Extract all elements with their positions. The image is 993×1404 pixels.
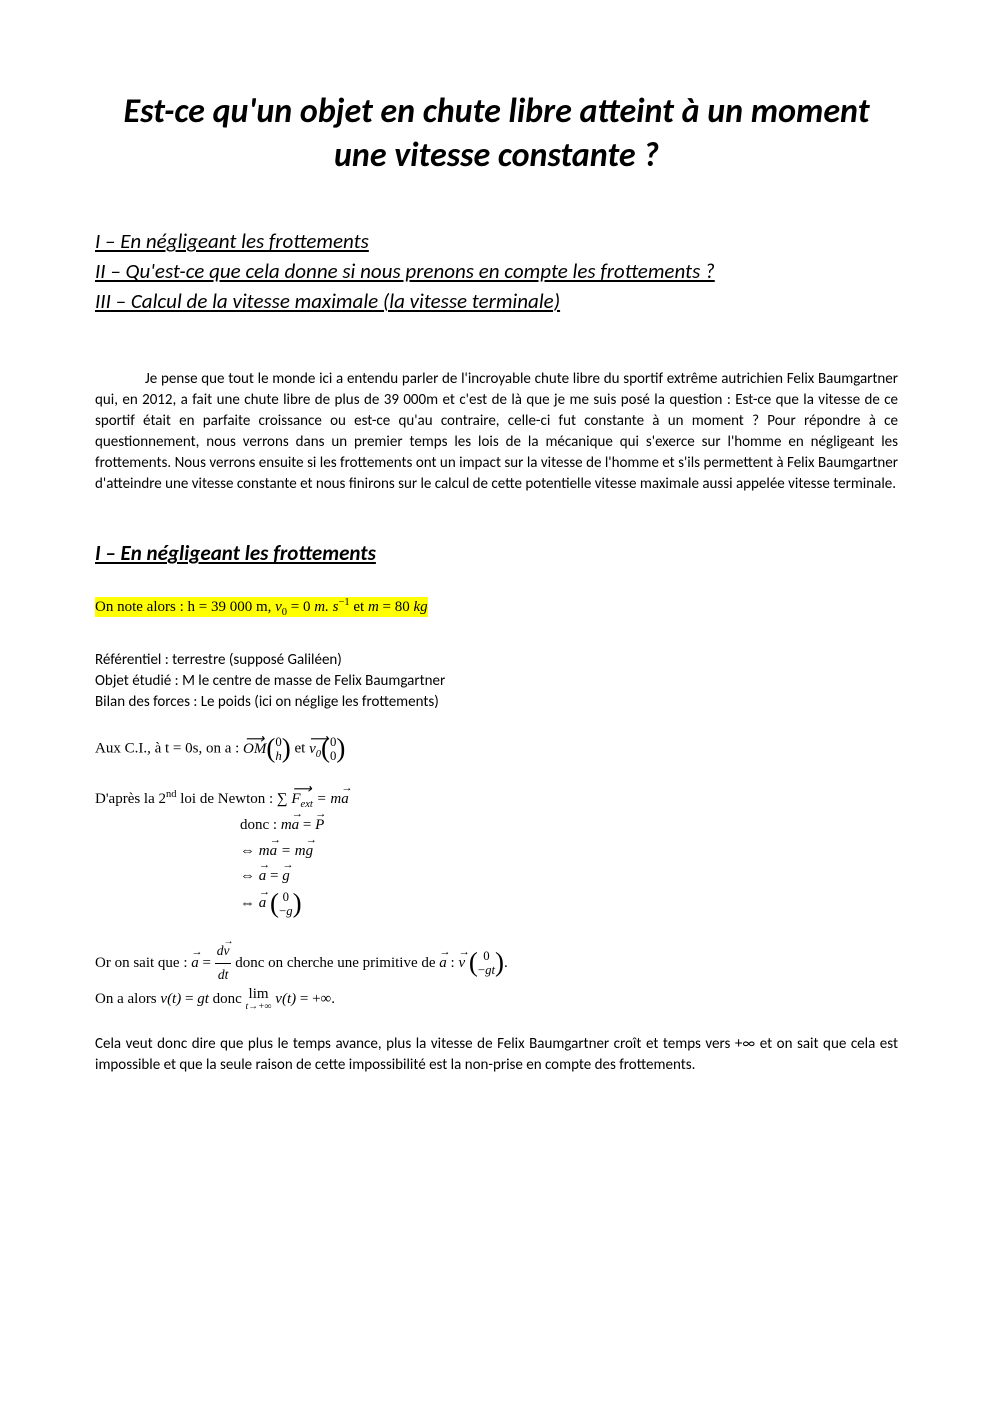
a-vec-4: a [259, 891, 267, 917]
a-vec-2: a [270, 839, 278, 865]
OM-binom: (0h) [266, 735, 290, 763]
OM-vector: OM [243, 737, 266, 763]
a-binom: (0−g) [270, 890, 302, 918]
iff-2: ⇔ [240, 843, 259, 859]
g-vec-3: g [282, 864, 290, 890]
lim-text: lim [246, 987, 272, 1002]
newton-nd: nd [166, 789, 177, 800]
newton-line-4: ⇔ a (0−g) [240, 890, 898, 918]
document-title: Est-ce qu'un objet en chute libre attein… [95, 90, 898, 178]
toc-item-3: III – Calcul de la vitesse maximale (la … [95, 288, 898, 314]
v0-eq: = 0 [287, 599, 314, 615]
initial-conditions: Aux C.I., à t = 0s, on a : OM(0h) et v0(… [95, 735, 898, 763]
intro-paragraph: Je pense que tout le monde ici a entendu… [95, 369, 898, 495]
or-prefix: Or on sait que : [95, 955, 191, 971]
v-binom-top: 0 [478, 949, 495, 963]
section-1-heading: I – En négligeant les frottements [95, 540, 898, 566]
ona-prefix: On a alors [95, 991, 160, 1007]
given-values-highlight: On note alors : h = 39 000 m, v0 = 0 m. … [95, 594, 898, 622]
m-unit: kg [414, 599, 428, 615]
a-binom-top: 0 [279, 890, 293, 904]
m-var: m [368, 599, 379, 615]
v0-var: v [275, 599, 282, 615]
ci-prefix: Aux C.I., à t = 0s, on a : [95, 741, 243, 757]
or-sait-line: Or on sait que : a = dvdt donc on cherch… [95, 940, 898, 987]
a-binom-bot: −g [279, 904, 293, 918]
newton-prefix: D'après la 2 [95, 791, 166, 807]
ci-et: et [291, 741, 309, 757]
v-of-t: v(t) [160, 991, 181, 1007]
a-vec-or: a [191, 951, 199, 977]
gt: gt [197, 991, 209, 1007]
table-of-contents: I – En négligeant les frottements II – Q… [95, 228, 898, 314]
objet-line: Objet étudié : M le centre de masse de F… [95, 671, 898, 692]
section-1-conclusion: Cela veut donc dire que plus le temps av… [95, 1034, 898, 1076]
et-text: et [350, 599, 368, 615]
v0-exp: −1 [338, 597, 349, 608]
lim-sub: t→+∞ [246, 1002, 272, 1012]
primitive-block: Or on sait que : a = dvdt donc on cherch… [95, 940, 898, 1012]
v0-unit: m. s [314, 599, 338, 615]
g-vec-2: g [306, 839, 314, 865]
dvdt-fraction: dvdt [215, 940, 232, 987]
newton-line-2: ⇔ ma = mg [240, 839, 898, 865]
v-binom-bot: −gt [478, 963, 495, 977]
m-eq: = 80 [379, 599, 414, 615]
setup-block: Référentiel : terrestre (supposé Galilée… [95, 650, 898, 713]
toc-item-1: I – En négligeant les frottements [95, 228, 898, 254]
eq-ma: = m [313, 791, 341, 807]
on-a-line: On a alors v(t) = gt donc limt→+∞ v(t) =… [95, 987, 898, 1013]
iff-3: ⇔ [240, 868, 259, 884]
a-vec-0: a [341, 787, 349, 813]
iff-4: ⇔ [240, 895, 259, 911]
newton-derivation: D'après la 2nd loi de Newton : ∑ Fext = … [95, 786, 898, 918]
newton-line-1: donc : ma = P [240, 813, 898, 839]
toc-item-2: II – Qu'est-ce que cela donne si nous pr… [95, 258, 898, 284]
m-1: m [281, 817, 292, 833]
a-vec-1: a [292, 813, 300, 839]
highlight-prefix: On note alors : h = 39 000 m, [95, 599, 275, 615]
a-vec-or2: a [439, 951, 447, 977]
or-period: . [504, 955, 508, 971]
bilan-line: Bilan des forces : Le poids (ici on négl… [95, 692, 898, 713]
referentiel-line: Référentiel : terrestre (supposé Galilée… [95, 650, 898, 671]
ona-eq1: = [181, 991, 197, 1007]
limit-block: limt→+∞ [246, 987, 272, 1012]
v-binom: (0−gt) [469, 949, 504, 977]
or-mid: donc on cherche une primitive de [231, 955, 439, 971]
v-of-t-2: v(t) [272, 991, 297, 1007]
ona-donc: donc [209, 991, 246, 1007]
v0-vector: v0 [309, 737, 321, 764]
newton-suffix: loi de Newton : ∑ [177, 791, 292, 807]
v-vec-or: v [458, 951, 465, 977]
newton-line-3: ⇔ a = g [240, 864, 898, 890]
ona-eq2: = +∞. [296, 991, 335, 1007]
newton-line-0: D'après la 2nd loi de Newton : ∑ Fext = … [95, 786, 898, 814]
